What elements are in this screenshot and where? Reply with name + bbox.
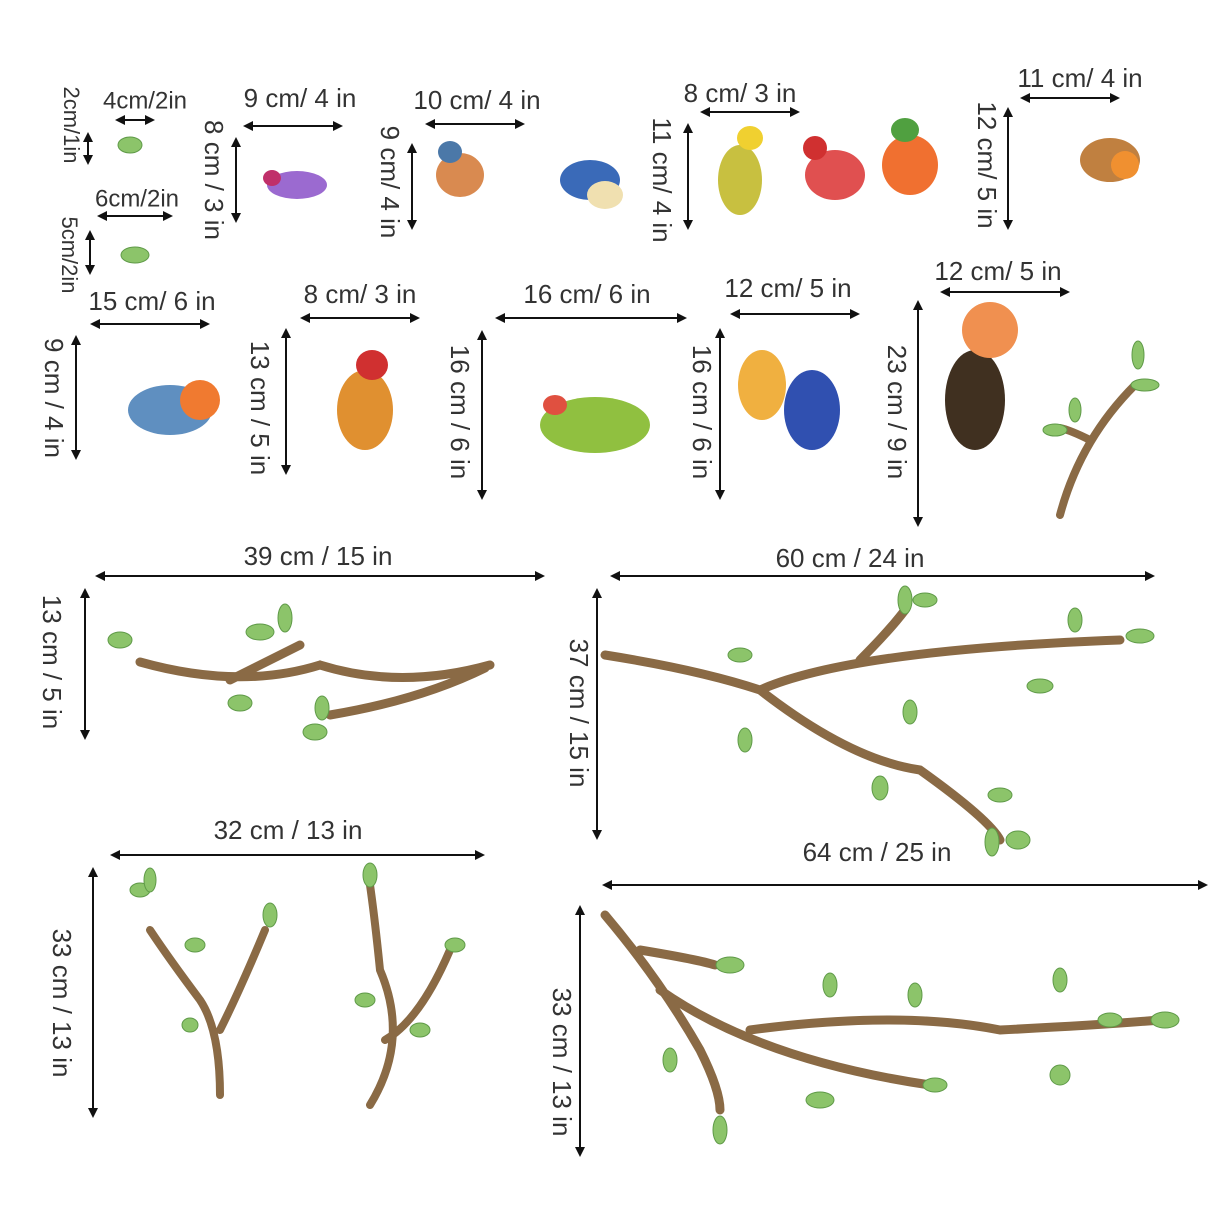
dimension-label: 9 cm / 4 in: [39, 338, 69, 458]
dimension-label: 37 cm / 15 in: [564, 639, 594, 788]
dimension-label: 33 cm / 13 in: [47, 929, 77, 1078]
dimension-label: 33 cm / 13 in: [547, 988, 577, 1137]
dimension-label: 11 cm/ 4 in: [647, 117, 677, 242]
dimension-label: 16 cm / 6 in: [445, 345, 475, 479]
dimension-label: 39 cm / 15 in: [244, 541, 393, 571]
branches: [107, 340, 1180, 1145]
dimension-label: 16 cm/ 6 in: [523, 279, 650, 309]
dimension-label: 6cm/2in: [95, 185, 179, 212]
dimension-label: 8 cm / 3 in: [199, 120, 229, 240]
dimension-label: 11 cm/ 4 in: [1017, 63, 1142, 93]
dimension-label: 8 cm/ 3 in: [684, 78, 797, 108]
dimension-label: 60 cm / 24 in: [776, 543, 925, 573]
dimension-label: 4cm/2in: [103, 87, 187, 114]
dimension-label: 12 cm/ 5 in: [972, 101, 1002, 228]
dimension-label: 10 cm/ 4 in: [413, 85, 540, 115]
dimension-label: 15 cm/ 6 in: [88, 286, 215, 316]
dimension-label: 16 cm / 6 in: [687, 345, 717, 479]
dimension-label: 8 cm/ 3 in: [304, 279, 417, 309]
dimension-label: 9 cm/ 4 in: [375, 126, 405, 239]
dimension-label: 32 cm / 13 in: [214, 815, 363, 845]
birds: [117, 118, 1140, 453]
dimension-label: 12 cm/ 5 in: [724, 273, 851, 303]
dimension-label: 13 cm / 5 in: [37, 595, 67, 729]
dimension-label: 12 cm/ 5 in: [934, 256, 1061, 286]
dimension-label: 9 cm/ 4 in: [244, 83, 357, 113]
dimension-label: 2cm/1in: [59, 86, 84, 163]
dimension-label: 13 cm / 5 in: [245, 341, 275, 475]
dimension-label: 5cm/2in: [57, 216, 82, 293]
dimension-label: 23 cm / 9 in: [882, 345, 912, 479]
dimension-label: 64 cm / 25 in: [803, 837, 952, 867]
